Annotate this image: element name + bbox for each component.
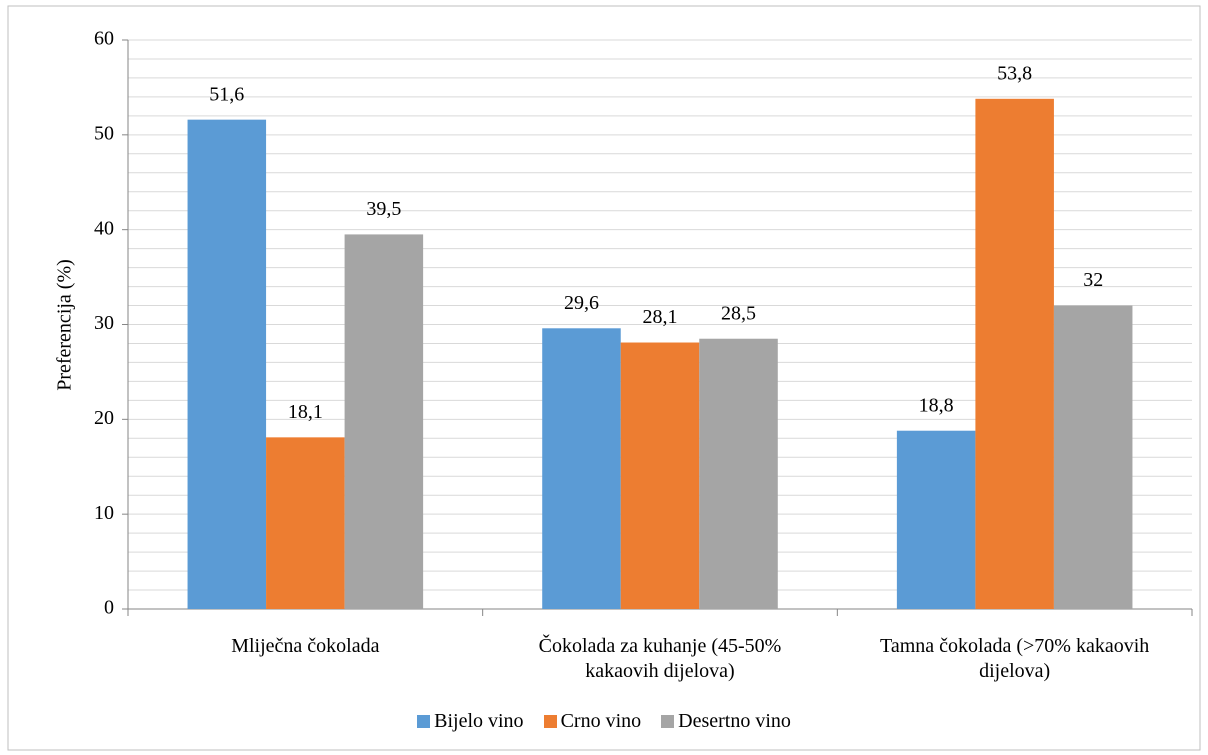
data-label: 32 (1083, 269, 1103, 291)
bar (344, 234, 424, 610)
bar (699, 338, 778, 609)
y-tick-label: 0 (104, 597, 114, 619)
data-label: 53,8 (997, 62, 1032, 84)
y-tick-label: 60 (94, 28, 114, 50)
legend-label: Crno vino (560, 710, 642, 732)
data-label: 39,5 (366, 198, 401, 220)
data-label: 18,8 (919, 394, 954, 416)
bar (542, 328, 621, 609)
y-tick-label: 50 (94, 122, 114, 144)
y-tick-label: 30 (94, 312, 114, 334)
bar (620, 342, 700, 609)
legend-item: Bijelo vino (417, 710, 524, 733)
legend-item: Desertno vino (661, 710, 791, 733)
data-label: 18,1 (288, 401, 323, 423)
x-tick-label: Mliječna čokolada (231, 635, 380, 657)
legend-label: Desertno vino (678, 710, 791, 732)
bar (266, 437, 345, 609)
y-axis-title: Preferencija (%) (54, 259, 76, 391)
legend: Bijelo vino Crno vino Desertno vino (0, 710, 1208, 733)
bar (187, 119, 267, 609)
y-tick-label: 20 (94, 407, 114, 429)
bar (975, 98, 1054, 610)
x-tick-label: Čokolada za kuhanje (45-50% kakaovih dij… (538, 635, 782, 682)
data-label: 29,6 (564, 292, 599, 314)
legend-swatch (661, 715, 675, 728)
y-tick-label: 40 (94, 217, 114, 239)
x-tick-label: Tamna čokolada (>70% kakaovih dijelova) (880, 635, 1150, 682)
bar (896, 430, 976, 609)
bar (1053, 305, 1133, 609)
legend-label: Bijelo vino (434, 710, 524, 732)
legend-swatch (543, 715, 557, 728)
data-label: 28,1 (643, 306, 678, 328)
data-label: 28,5 (721, 302, 756, 324)
y-tick-label: 10 (94, 502, 114, 524)
legend-item: Crno vino (543, 710, 642, 733)
data-label: 51,6 (209, 83, 244, 105)
legend-swatch (417, 715, 431, 728)
chart-border (7, 5, 1201, 751)
